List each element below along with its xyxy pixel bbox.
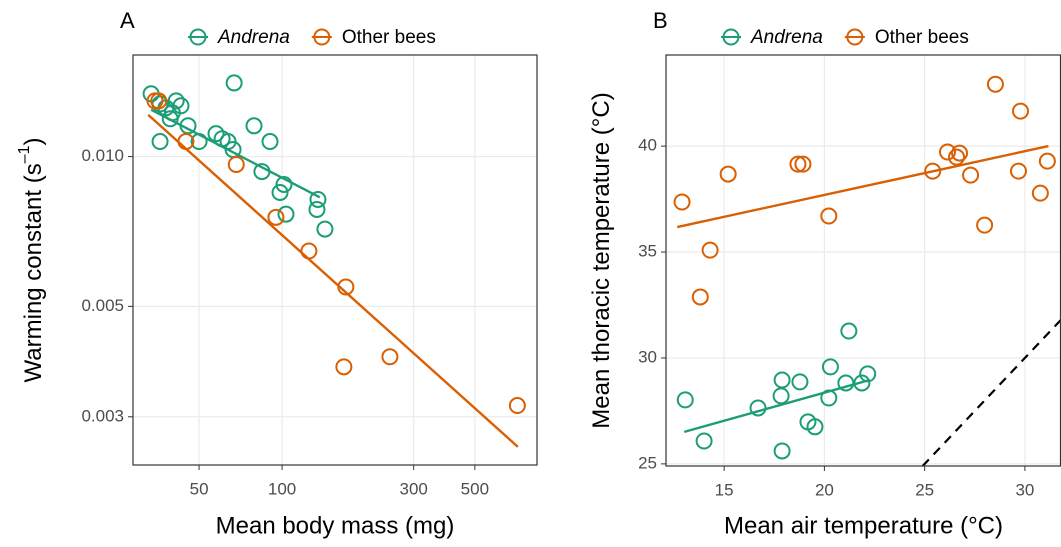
data-point (335, 358, 353, 376)
plot-border (132, 54, 538, 466)
data-point (976, 216, 994, 234)
data-point (840, 322, 858, 340)
data-point (309, 190, 327, 208)
data-point (701, 241, 719, 259)
fit-line (147, 113, 519, 448)
data-point (1031, 184, 1049, 202)
data-point (951, 144, 969, 162)
data-point (837, 374, 855, 392)
data-point (806, 418, 824, 436)
data-point (986, 75, 1004, 93)
y-axis-title: Mean thoracic temperature (°C) (588, 92, 615, 428)
data-point (772, 387, 790, 405)
plot-background (666, 55, 1061, 466)
panel: 15 20 25 30 25 30 35 40 B Mean air temperature (°… (588, 8, 1061, 539)
data-point (167, 92, 185, 110)
data-point (695, 432, 713, 450)
data-point (381, 348, 399, 366)
data-point (1038, 152, 1056, 170)
data-point (277, 205, 295, 223)
x-tick-label: 100 (268, 479, 296, 498)
data-point (691, 288, 709, 306)
legend-label: Other bees (875, 27, 969, 48)
legend-label: Andrena (217, 27, 290, 48)
y-tick-label: 25 (638, 453, 657, 472)
fit-line (150, 108, 321, 199)
y-tick-label: 0.003 (81, 406, 124, 425)
data-point (948, 148, 966, 166)
y-tick-label: 30 (638, 347, 657, 366)
data-point (719, 165, 737, 183)
fit-line (676, 144, 1049, 229)
data-point (1011, 102, 1029, 120)
data-point (924, 162, 942, 180)
data-point (773, 442, 791, 460)
data-point (316, 220, 334, 238)
data-point (261, 133, 279, 151)
data-point (820, 207, 838, 225)
x-tick-label: 500 (461, 479, 489, 498)
fit-line (683, 378, 871, 434)
y-tick-label: 40 (638, 136, 657, 155)
data-point (151, 133, 169, 151)
x-tick-label: 20 (815, 480, 834, 499)
x-tick-label: 15 (715, 480, 734, 499)
data-point (676, 391, 694, 409)
y-tick-label: 0.010 (81, 146, 124, 165)
data-point (821, 358, 839, 376)
data-point (267, 208, 285, 226)
data-point (962, 166, 980, 184)
y-tick-label: 35 (638, 242, 657, 261)
legend-label: Other bees (342, 27, 436, 48)
panel: 50 100 300 500 0.003 0.005 0.010 A Mean body mas… (16, 8, 538, 539)
y-axis-title: Warming constant (s–1) (16, 138, 47, 383)
plot-area (142, 74, 526, 448)
data-point (275, 175, 293, 193)
data-point (1009, 162, 1027, 180)
panel-title: B (653, 8, 668, 33)
legend-label: Andrena (750, 27, 823, 48)
y-axis-title-text: Mean thoracic temperature (°C) (588, 92, 615, 428)
reference-line (921, 319, 1061, 466)
x-tick-label: 30 (1015, 480, 1034, 499)
data-point (794, 155, 812, 173)
data-point (271, 183, 289, 201)
panel-title: A (120, 8, 135, 33)
y-axis-title-text: Warming constant (s (20, 163, 47, 382)
legend-key (846, 28, 864, 46)
x-tick-label: 300 (399, 479, 427, 498)
legend-key (722, 28, 740, 46)
data-point (161, 110, 179, 128)
x-axis-title: Mean body mass (mg) (216, 512, 455, 539)
plot-background (133, 55, 537, 465)
data-point (508, 397, 526, 415)
x-tick-label: 25 (915, 480, 934, 499)
legend-key (189, 28, 207, 46)
data-point (939, 143, 957, 161)
y-axis-title-end: ) (20, 138, 47, 146)
data-point (150, 92, 168, 110)
data-point (308, 200, 326, 218)
data-point (789, 155, 807, 173)
plot-area (673, 75, 1061, 466)
data-point (853, 374, 871, 392)
legend-key (313, 28, 331, 46)
data-point (225, 74, 243, 92)
y-tick-label: 0.005 (81, 296, 124, 315)
x-axis-title: Mean air temperature (°C) (724, 512, 1003, 539)
x-tick-label: 50 (190, 479, 209, 498)
data-point (245, 117, 263, 135)
data-point (791, 373, 809, 391)
data-point (227, 155, 245, 173)
data-point (673, 193, 691, 211)
y-axis-title-sup: –1 (16, 145, 33, 163)
